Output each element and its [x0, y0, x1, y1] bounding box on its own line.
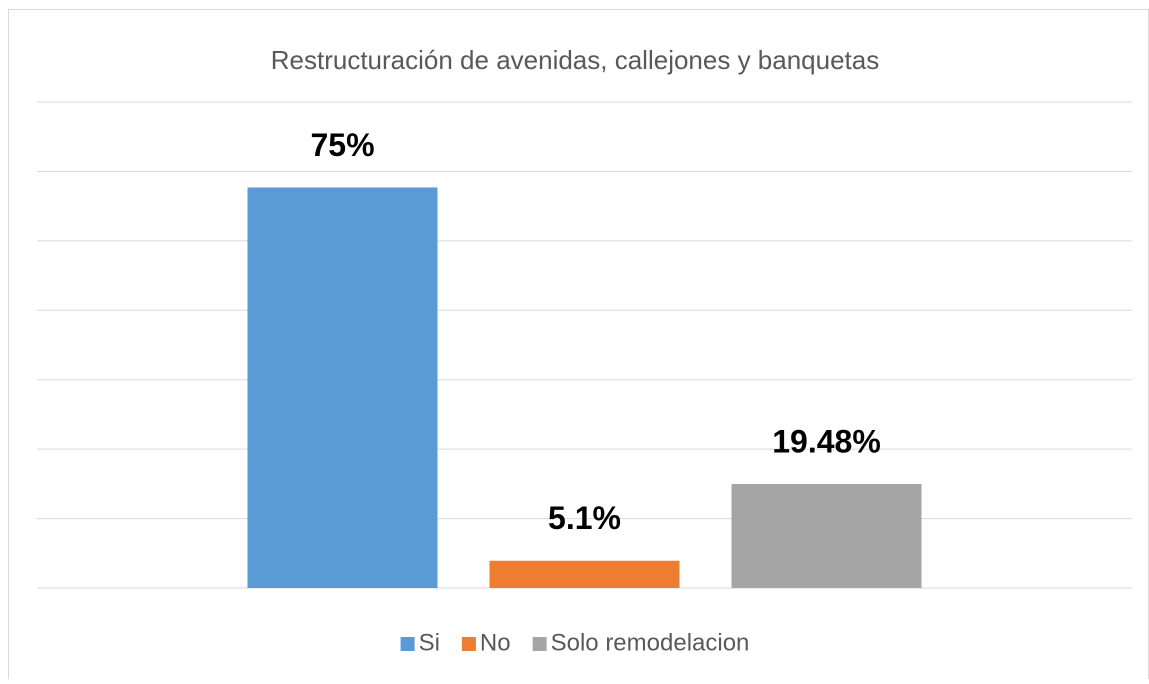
legend-swatch — [532, 637, 547, 651]
data-label: 5.1% — [548, 500, 621, 536]
bar — [489, 560, 680, 588]
data-label: 19.48% — [772, 423, 881, 459]
bar — [731, 483, 922, 588]
legend-label: Solo remodelacion — [551, 629, 750, 656]
legend-swatch — [400, 637, 415, 651]
legend-label: No — [480, 629, 511, 656]
legend-label: Si — [419, 629, 440, 656]
data-label: 75% — [310, 127, 374, 163]
bar — [247, 187, 438, 588]
chart-title: Restructuración de avenidas, callejones … — [271, 45, 880, 75]
legend-swatch — [461, 637, 476, 651]
